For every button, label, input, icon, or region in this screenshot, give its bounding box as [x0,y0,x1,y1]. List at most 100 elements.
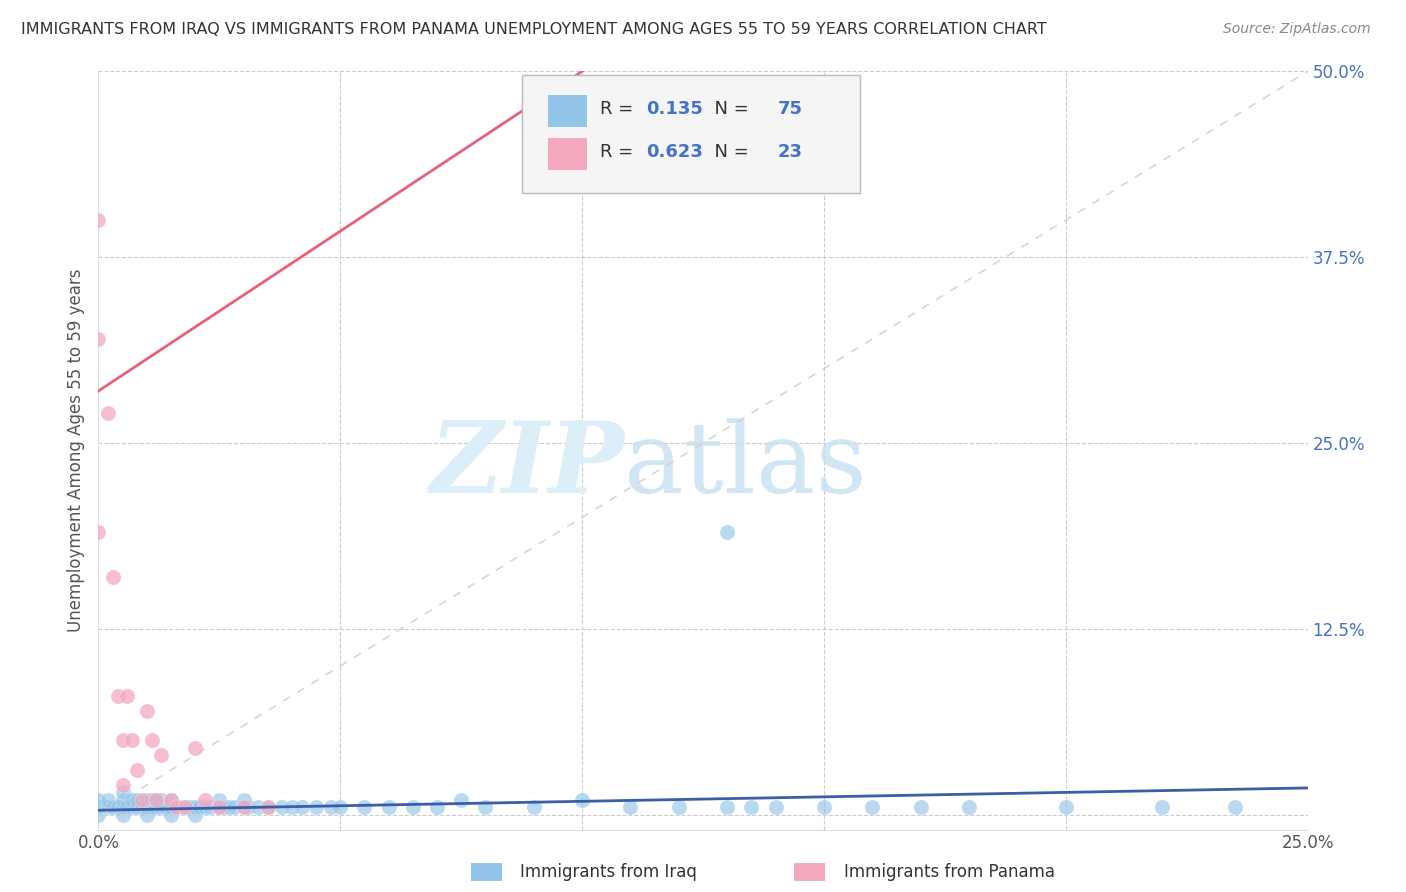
Point [121,733,143,747]
Point [474,800,496,814]
FancyBboxPatch shape [548,95,586,127]
Point [1054,800,1077,814]
Point [145,793,167,807]
Point [174,800,197,814]
Point [765,800,787,814]
Point [329,800,352,814]
Text: 0.135: 0.135 [647,100,703,119]
Text: N =: N = [703,100,755,119]
Point [150,800,173,814]
Point [111,733,134,747]
Text: Immigrants from Iraq: Immigrants from Iraq [520,863,697,881]
Point [238,800,260,814]
Point [208,800,231,814]
Point [150,748,173,763]
Point [111,793,134,807]
Point [160,793,183,807]
Point [256,800,278,814]
Point [450,793,472,807]
Point [127,800,149,814]
Text: Source: ZipAtlas.com: Source: ZipAtlas.com [1223,22,1371,37]
Point [160,800,183,814]
Text: 0.623: 0.623 [647,144,703,161]
Point [127,763,149,777]
Point [169,800,191,814]
Point [232,793,254,807]
Text: R =: R = [600,144,640,161]
Point [1152,800,1174,814]
Point [271,800,294,814]
Point [212,800,235,814]
Point [135,800,157,814]
Text: N =: N = [703,144,755,161]
Point [377,800,399,814]
Point [135,704,157,718]
Point [523,800,546,814]
Point [111,785,134,799]
Point [740,800,762,814]
Point [290,800,312,814]
Point [813,800,835,814]
Text: R =: R = [600,100,640,119]
Point [222,800,245,814]
Point [135,807,157,822]
Point [174,800,197,814]
Point [87,213,110,227]
Text: ZIP: ZIP [429,417,624,514]
Point [97,800,120,814]
Point [87,800,110,814]
FancyBboxPatch shape [548,138,586,170]
Point [194,793,217,807]
Point [232,800,254,814]
Point [160,807,183,822]
Point [232,800,254,814]
Point [184,800,207,814]
Point [141,793,163,807]
Point [281,800,304,814]
Point [910,800,932,814]
Text: IMMIGRANTS FROM IRAQ VS IMMIGRANTS FROM PANAMA UNEMPLOYMENT AMONG AGES 55 TO 59 : IMMIGRANTS FROM IRAQ VS IMMIGRANTS FROM … [21,22,1047,37]
Point [353,800,375,814]
Point [145,800,167,814]
Point [111,778,134,792]
Point [131,793,153,807]
Point [117,689,139,703]
Point [87,793,110,807]
Point [121,793,143,807]
Point [141,733,163,747]
Point [179,800,201,814]
Point [107,689,129,703]
Point [165,800,187,814]
Point [111,800,134,814]
Point [619,800,641,814]
Point [208,793,231,807]
Text: 23: 23 [778,144,803,161]
Point [111,807,134,822]
Point [716,800,738,814]
Y-axis label: Unemployment Among Ages 55 to 59 years: Unemployment Among Ages 55 to 59 years [66,268,84,632]
Point [716,525,738,540]
Text: 75: 75 [778,100,803,119]
Point [426,800,449,814]
Point [319,800,342,814]
Point [247,800,270,814]
Point [87,332,110,346]
Point [165,800,187,814]
Point [117,800,139,814]
Point [184,807,207,822]
Point [127,793,149,807]
Point [101,800,124,814]
Point [198,800,221,814]
Point [208,800,231,814]
Point [97,406,120,420]
Point [402,800,425,814]
Point [101,570,124,584]
Point [97,793,120,807]
Point [305,800,328,814]
Point [957,800,980,814]
Point [860,800,883,814]
Point [184,740,207,755]
Point [135,793,157,807]
Point [188,800,211,814]
Point [571,793,593,807]
